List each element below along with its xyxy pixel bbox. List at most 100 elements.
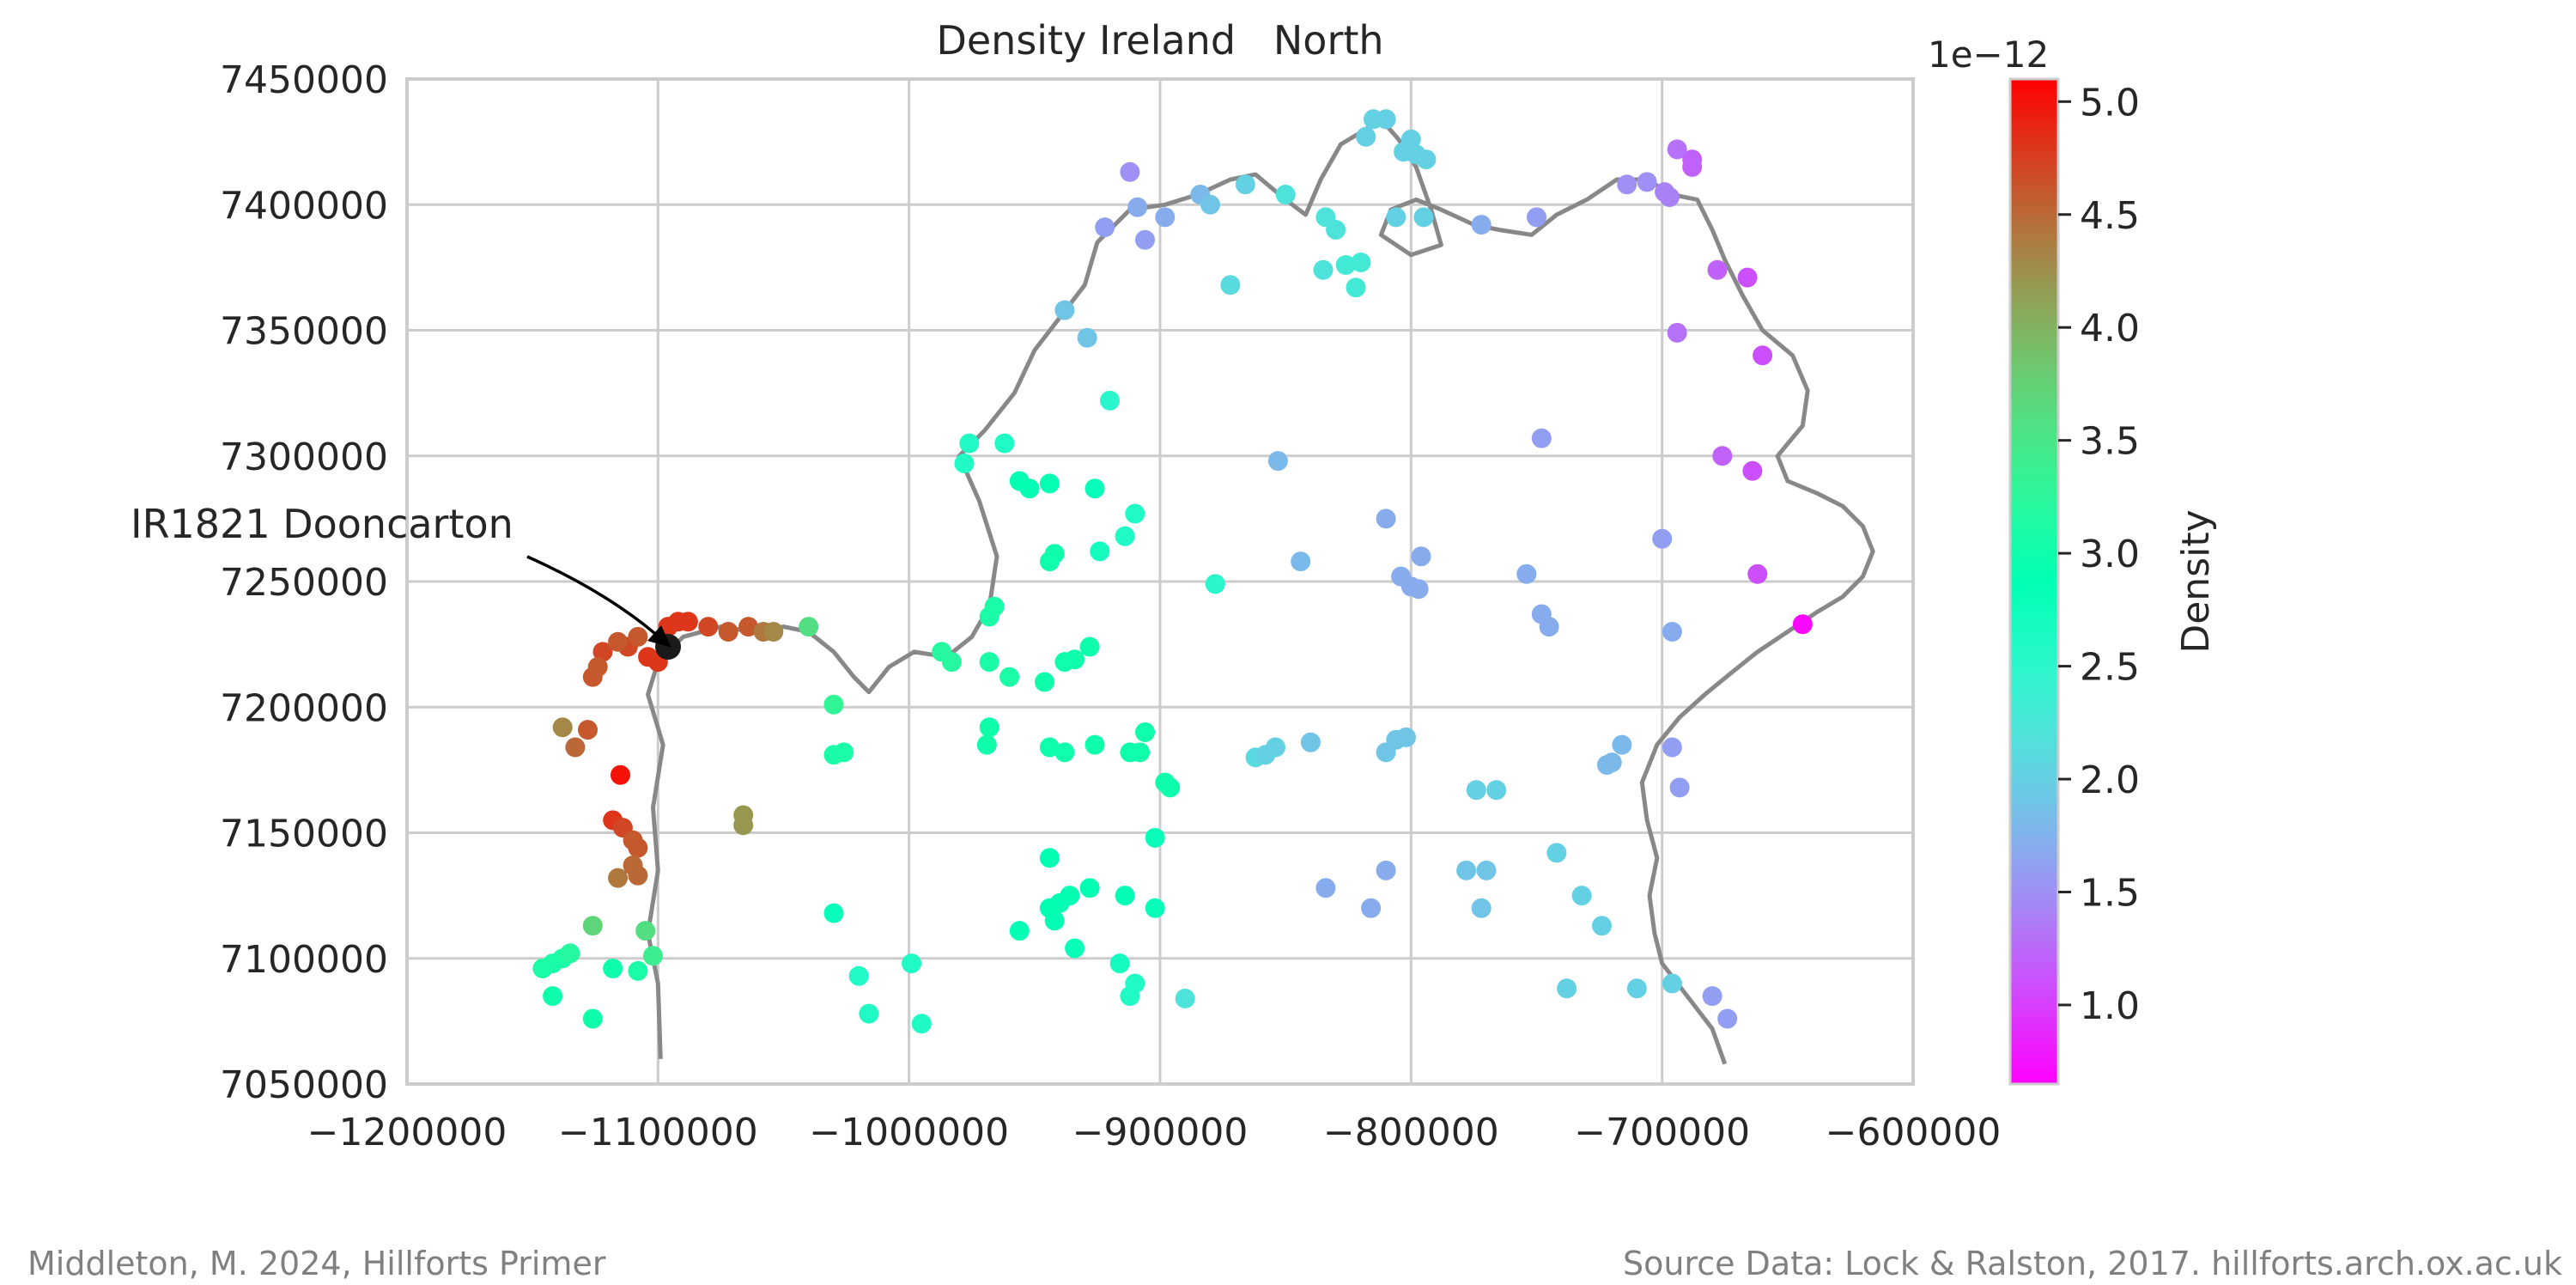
hillfort-point: [543, 986, 563, 1007]
hillfort-point: [1662, 737, 1682, 758]
x-tick-label: −900000: [1072, 1111, 1249, 1154]
hillfort-point: [1742, 460, 1763, 481]
hillfort-point: [738, 617, 759, 637]
hillfort-point: [941, 652, 962, 673]
grid: [405, 77, 1915, 1086]
hillfort-point: [1115, 526, 1135, 546]
hillfort-point: [1054, 742, 1075, 763]
hillfort-point: [799, 617, 819, 637]
hillfort-point: [1669, 777, 1690, 798]
hillfort-point: [1060, 886, 1080, 906]
hillfort-point: [1361, 898, 1382, 918]
hillfort-point: [859, 1003, 879, 1024]
hillfort-point: [1747, 563, 1768, 584]
hillfort-point: [1100, 390, 1120, 411]
hillfort-point: [959, 433, 980, 454]
hillfort-point: [635, 921, 656, 941]
hillfort-point: [1557, 978, 1577, 999]
hillfort-point: [994, 433, 1015, 454]
hillfort-point: [1267, 451, 1288, 472]
colorbar-tick-label: 1.0: [2080, 984, 2140, 1028]
colorbar-gradient: [2008, 77, 2060, 1086]
hillfort-point: [1617, 174, 1637, 195]
annotation: IR1821 Dooncarton: [131, 501, 671, 648]
colorbar-tick-label: 1.5: [2080, 872, 2140, 916]
hillfort-point: [1652, 528, 1673, 549]
hillfort-point: [1175, 989, 1195, 1008]
hillfort-point: [628, 865, 648, 886]
hillfort-point: [698, 617, 719, 637]
hillfort-point: [1335, 255, 1356, 275]
hillfort-point: [1471, 215, 1492, 235]
hillfort-point: [1115, 886, 1135, 906]
hillfort-point: [1019, 478, 1040, 499]
annotation-arrowhead: [647, 625, 671, 648]
data-points: [532, 109, 1813, 1034]
y-tick-label: 7300000: [220, 435, 388, 479]
hillfort-point: [1667, 139, 1687, 160]
hillfort-point: [1009, 921, 1030, 941]
hillfort-point: [911, 1014, 932, 1034]
hillfort-point: [1662, 622, 1682, 642]
hillfort-point: [1135, 722, 1155, 742]
hillfort-point: [582, 1008, 603, 1029]
hillfort-point: [1416, 149, 1437, 170]
hillfort-point: [1413, 207, 1434, 228]
annotation-arrow: [526, 555, 661, 639]
hillfort-point: [1079, 878, 1100, 898]
annotation-label: IR1821 Dooncarton: [131, 501, 513, 547]
hillfort-point: [592, 642, 613, 662]
hillfort-point: [1275, 185, 1296, 204]
hillfort-point: [611, 764, 630, 785]
footer-credit: Middleton, M. 2024, Hillforts Primer: [27, 1245, 606, 1282]
hillfort-point: [834, 742, 854, 763]
hillfort-point: [1346, 277, 1366, 298]
hillfort-point: [565, 737, 586, 758]
hillfort-point: [1662, 973, 1682, 994]
x-tick-label: −1100000: [558, 1111, 758, 1154]
hillfort-point: [718, 622, 738, 642]
hillfort-point: [1637, 172, 1657, 192]
hillfort-point: [1753, 345, 1773, 366]
hillfort-point: [1035, 672, 1054, 692]
hillfort-point: [976, 734, 997, 755]
y-tick-label: 7200000: [220, 686, 388, 730]
x-axis-ticks: −1200000 −1100000 −1000000 −900000 −800000 −7…: [307, 1111, 2002, 1154]
hillfort-point: [1792, 614, 1813, 635]
y-axis-ticks: 7050000 7100000 7150000 7200000 7250000 73000…: [220, 58, 388, 1107]
hillfort-point: [1386, 207, 1406, 228]
hillfort-point: [1065, 649, 1085, 670]
hillfort-point: [1079, 636, 1100, 657]
hillfort-point: [603, 959, 623, 978]
hillfort-point: [1737, 267, 1758, 288]
hillfort-point: [1313, 259, 1334, 280]
hillfort-point: [1592, 916, 1612, 936]
hillfort-point: [1476, 860, 1497, 880]
hillfort-point: [608, 868, 629, 888]
hillfort-point: [1408, 579, 1429, 600]
hillfort-point: [1394, 142, 1414, 162]
hillfort-point: [1039, 473, 1060, 494]
footer-source: Source Data: Lock & Ralston, 2017. hillf…: [1622, 1245, 2562, 1282]
y-tick-label: 7050000: [220, 1063, 388, 1107]
hillfort-point: [1065, 938, 1085, 959]
hillfort-point: [1571, 886, 1592, 906]
colorbar-tick-label: 4.5: [2080, 194, 2140, 238]
x-tick-label: −700000: [1574, 1111, 1750, 1154]
hillfort-point: [628, 626, 648, 647]
colorbar: 1.0 1.5 2.0 2.5 3.0 3.5 4.0 4.5 5.0 1e−12 Densit…: [1928, 33, 2218, 1086]
hillfort-point: [608, 631, 629, 652]
hillfort-point: [1044, 910, 1065, 931]
hillfort-point: [1291, 551, 1311, 572]
hillfort-point: [582, 667, 603, 687]
hillfort-point: [1466, 780, 1486, 801]
hillfort-point: [1145, 898, 1165, 918]
hillfort-point: [1376, 109, 1396, 130]
hillfort-point: [1546, 843, 1567, 863]
x-tick-label: −600000: [1826, 1111, 2002, 1154]
hillfort-point: [1612, 734, 1632, 755]
hillfort-point: [1527, 207, 1546, 228]
hillfort-point: [628, 837, 648, 858]
hillfort-point: [677, 612, 698, 632]
hillfort-point: [763, 622, 784, 642]
